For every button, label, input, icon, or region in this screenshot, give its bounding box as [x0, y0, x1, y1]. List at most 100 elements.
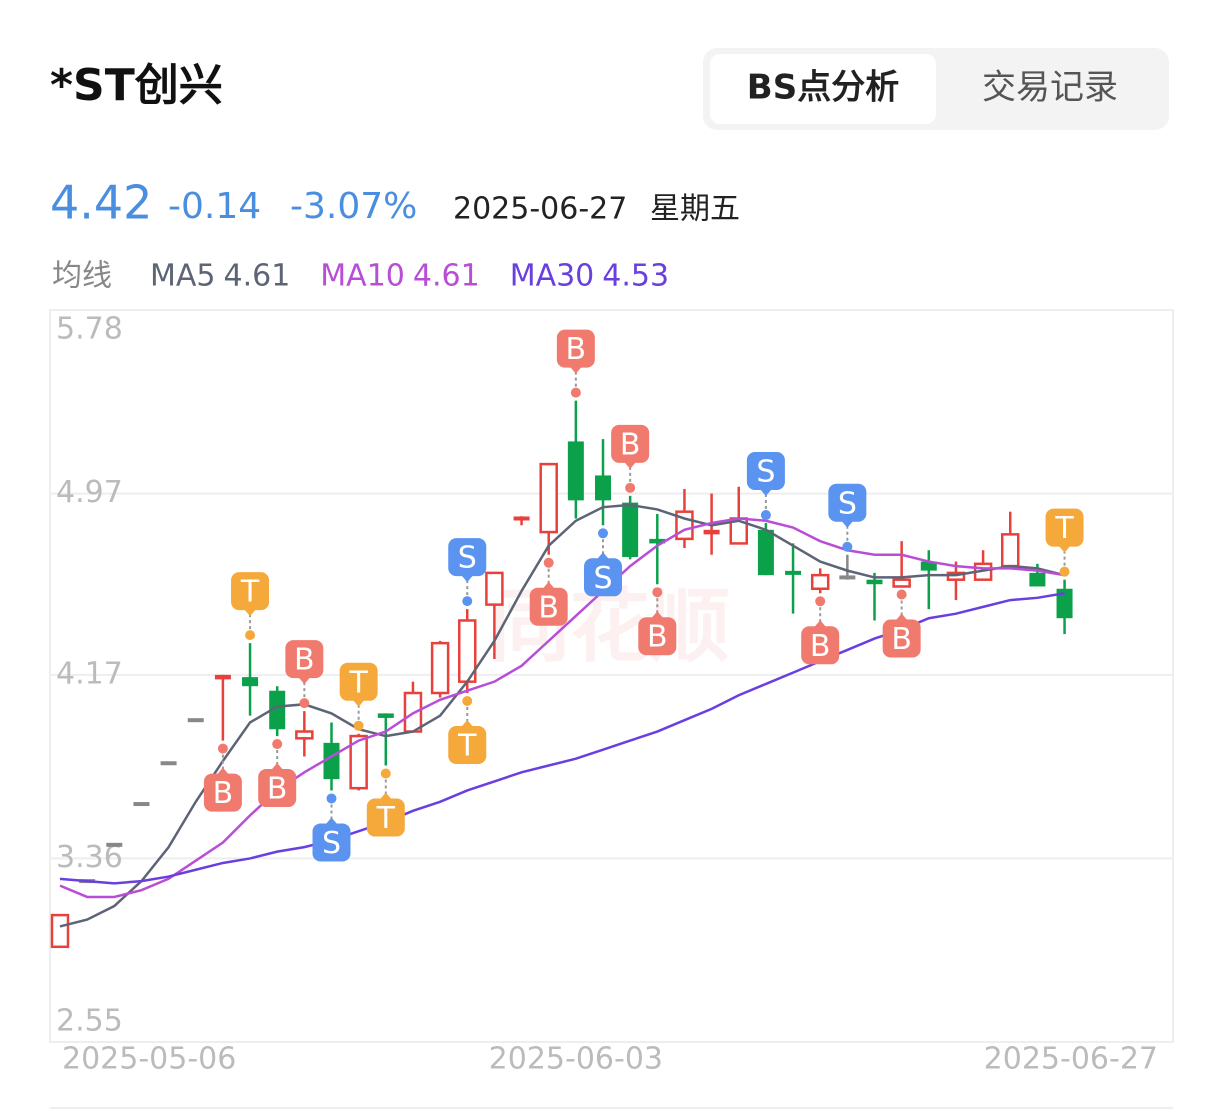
- candle-body: [539, 462, 558, 534]
- candle-body: [160, 761, 177, 766]
- signal-label: B: [810, 629, 831, 664]
- signal-pointer: [271, 763, 284, 771]
- price: 4.42: [50, 176, 152, 230]
- signal-pointer: [597, 552, 609, 560]
- signal-dot: [543, 557, 554, 568]
- candle-body: [785, 570, 802, 575]
- ma-line: [59, 503, 1065, 928]
- ma-value: 4.53: [602, 259, 669, 294]
- signal-pointer: [325, 817, 338, 825]
- signal-dot: [272, 739, 283, 750]
- candle-body: [1029, 572, 1046, 587]
- signal-pointer: [759, 489, 772, 497]
- signal-label: B: [267, 772, 288, 807]
- signal-pointer: [352, 699, 365, 707]
- candle-body: [513, 516, 530, 521]
- signal-label: T: [240, 575, 260, 610]
- signal-pointer: [461, 719, 474, 727]
- signal-dot: [299, 698, 310, 709]
- x-tick-label: 2025-06-03: [489, 1042, 663, 1077]
- signal-dot: [652, 587, 663, 598]
- signal-dot: [217, 743, 228, 754]
- candle-body: [214, 674, 231, 680]
- candle-body: [295, 730, 314, 740]
- candle-body: [567, 441, 584, 501]
- signal-pointer: [244, 609, 257, 617]
- signal-dot: [380, 768, 391, 779]
- signal-dot: [462, 596, 473, 607]
- signal-badge: [882, 619, 921, 658]
- signal-label: T: [457, 728, 477, 763]
- signal-badge: [203, 773, 242, 812]
- signal-badge: [828, 483, 867, 522]
- signal-badge: [448, 725, 487, 764]
- candle-body: [1056, 588, 1073, 619]
- chart-frame: [49, 309, 1174, 1043]
- candle-body: [703, 529, 720, 535]
- candle-body: [323, 742, 340, 780]
- tab[interactable]: BS点分析: [747, 68, 899, 108]
- signal-badge: [231, 572, 270, 611]
- candle-body: [485, 571, 504, 606]
- signal-label: B: [566, 332, 587, 367]
- signal-badge: [285, 640, 324, 679]
- candle-body: [377, 713, 394, 718]
- candle-body: [133, 802, 150, 807]
- change: -0.14: [168, 186, 261, 227]
- change-pct: -3.07%: [290, 186, 417, 227]
- candle-body: [622, 502, 639, 558]
- signal-dot: [462, 695, 473, 706]
- signal-badge: [746, 452, 785, 491]
- signal-label: T: [348, 665, 368, 700]
- signal-label: S: [838, 486, 857, 521]
- candle-body: [242, 677, 259, 687]
- y-tick-label: 4.97: [56, 475, 123, 510]
- signal-dot: [1059, 566, 1070, 577]
- signal-pointer: [1058, 545, 1071, 553]
- ma-name: MA30: [510, 259, 595, 294]
- ma-name: MA5: [150, 259, 216, 294]
- ma-value: 4.61: [413, 259, 480, 294]
- ma-name: MA10: [320, 259, 405, 294]
- y-tick-label: 5.78: [56, 312, 123, 347]
- candle-body: [430, 641, 450, 695]
- ma-line: [59, 517, 1065, 899]
- signal-dot: [815, 596, 826, 607]
- signal-label: B: [620, 427, 641, 462]
- tab[interactable]: 交易记录: [982, 68, 1118, 108]
- signal-dot: [326, 793, 337, 804]
- candle-body: [920, 561, 937, 571]
- signal-label: B: [213, 776, 234, 811]
- date: 2025-06-27: [453, 192, 627, 227]
- tab-active-bg: [710, 54, 936, 124]
- weekday: 星期五: [650, 192, 740, 227]
- candle-body: [649, 538, 666, 544]
- ma-value: 4.61: [224, 259, 291, 294]
- signal-pointer: [379, 792, 392, 800]
- signal-label: S: [756, 455, 775, 490]
- signal-badge: [258, 769, 297, 808]
- signal-badge: [312, 823, 351, 862]
- candle-body: [595, 475, 611, 501]
- candle-body: [892, 578, 911, 588]
- signal-label: B: [891, 622, 912, 657]
- signal-dot: [896, 589, 907, 600]
- signal-badge: [529, 587, 568, 626]
- signal-pointer: [461, 575, 474, 583]
- signal-badge: [339, 662, 378, 701]
- signal-label: T: [1054, 511, 1074, 546]
- signal-label: T: [376, 801, 396, 836]
- signal-label: B: [647, 620, 668, 655]
- signal-badge: [584, 558, 622, 597]
- signal-label: S: [322, 826, 341, 861]
- candle-body: [106, 842, 123, 847]
- signal-badge: [1045, 508, 1084, 547]
- candle-body: [269, 690, 286, 730]
- x-tick-label: 2025-06-27: [984, 1042, 1158, 1077]
- signal-label: S: [458, 541, 477, 576]
- signal-dot: [353, 720, 364, 731]
- signal-pointer: [895, 613, 908, 621]
- signal-dot: [245, 630, 256, 641]
